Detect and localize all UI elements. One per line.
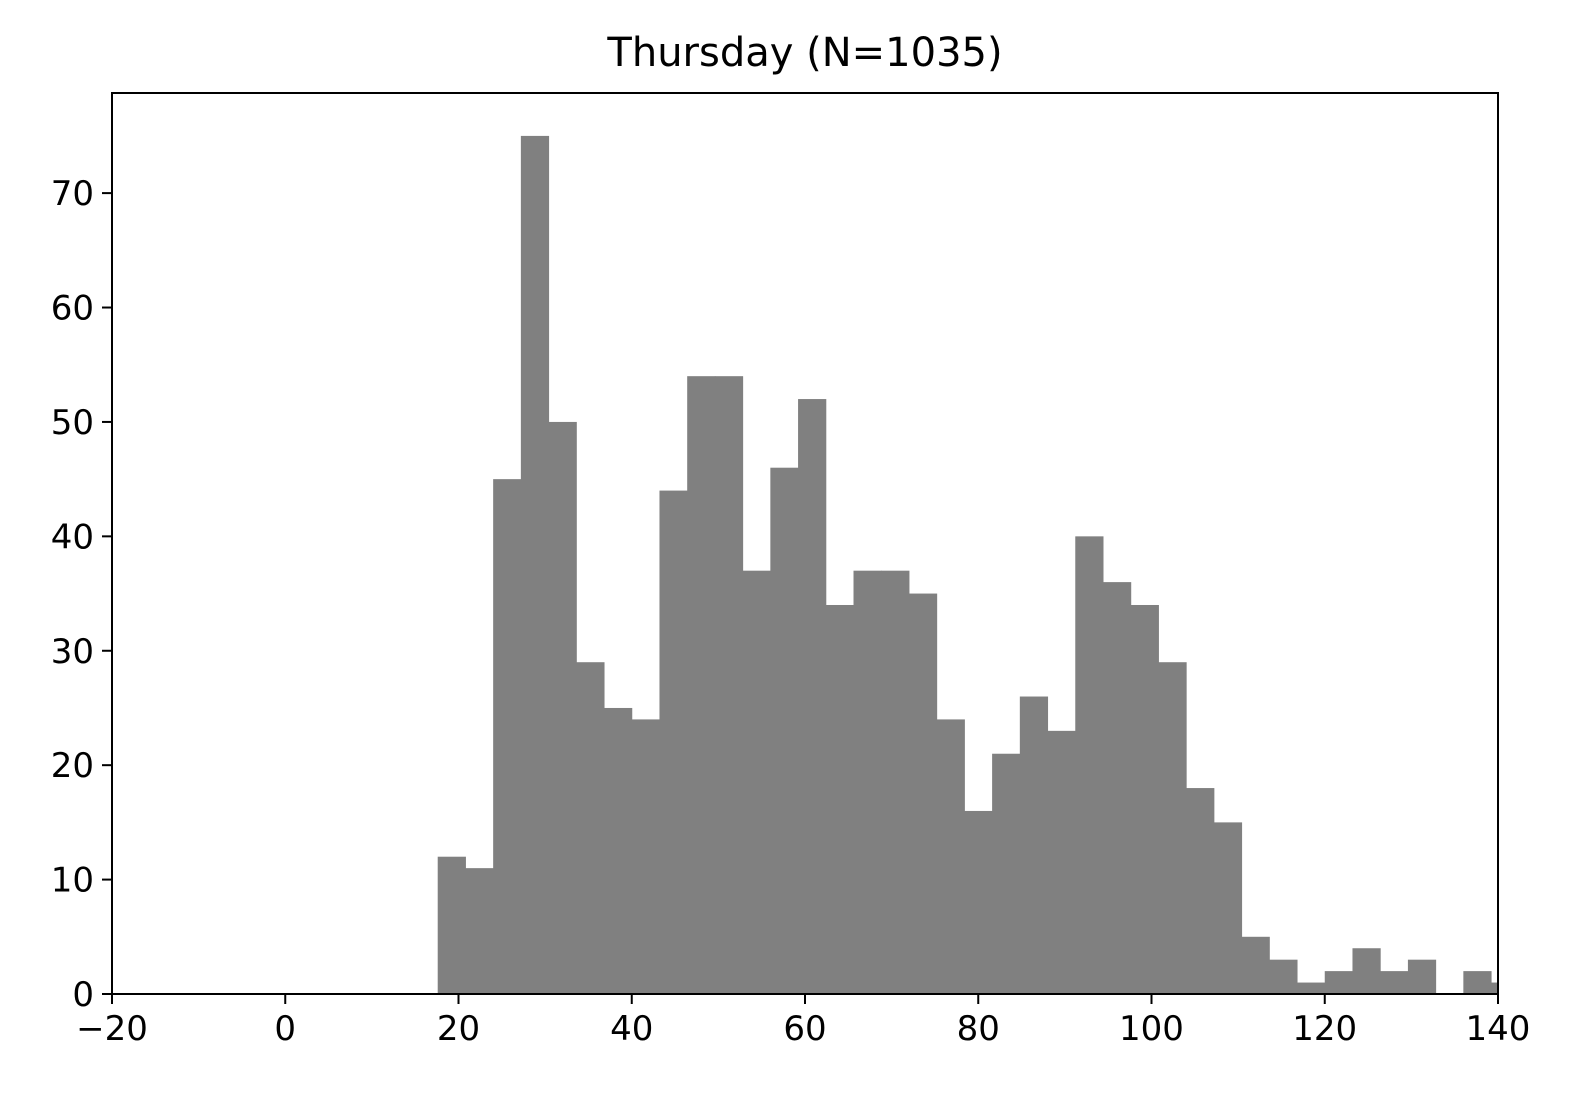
histogram-bar-21 xyxy=(1019,696,1049,994)
histogram-bar-34 xyxy=(1380,971,1409,994)
histogram-bar-6 xyxy=(604,707,633,994)
x-tick-label: 60 xyxy=(783,1009,826,1049)
histogram-bar-11 xyxy=(742,570,771,994)
histogram-bar-37 xyxy=(1463,971,1492,994)
x-tick-label: −20 xyxy=(76,1009,148,1049)
histogram-bar-30 xyxy=(1269,959,1298,994)
histogram-bar-18 xyxy=(936,719,965,994)
histogram-bar-1 xyxy=(465,868,494,994)
histogram-bar-22 xyxy=(1047,730,1076,994)
histogram-bar-19 xyxy=(964,810,993,994)
histogram-bar-33 xyxy=(1352,948,1381,994)
histogram-bar-17 xyxy=(908,593,938,994)
histogram-bar-35 xyxy=(1407,959,1437,994)
histogram-bar-0 xyxy=(437,856,466,994)
histogram-bar-25 xyxy=(1130,604,1159,994)
y-tick-label: 70 xyxy=(51,174,94,214)
histogram-bar-5 xyxy=(576,662,605,994)
histogram-bar-3 xyxy=(520,135,550,994)
histogram-bar-9 xyxy=(687,376,716,994)
x-tick-label: 80 xyxy=(957,1009,1000,1049)
histogram-bar-12 xyxy=(770,467,799,994)
histogram-bar-20 xyxy=(992,753,1021,994)
y-tick-label: 10 xyxy=(51,861,94,901)
y-axis: 0 10 20 30 40 50 60 70 xyxy=(51,174,112,1015)
y-tick-label: 30 xyxy=(51,632,94,672)
x-tick-label: 100 xyxy=(1119,1009,1184,1049)
histogram-bar-38 xyxy=(1491,982,1498,994)
x-axis: −20 0 20 40 60 80 100 120 140 xyxy=(76,994,1530,1049)
x-tick-label: 20 xyxy=(437,1009,480,1049)
histogram-bar-29 xyxy=(1241,936,1270,994)
y-tick-label: 40 xyxy=(51,517,94,557)
x-tick-label: 40 xyxy=(610,1009,653,1049)
histogram-bar-13 xyxy=(798,399,827,994)
y-tick-label: 50 xyxy=(51,403,94,443)
x-tick-label: 0 xyxy=(274,1009,296,1049)
histogram-bar-27 xyxy=(1186,788,1215,994)
y-tick-label: 60 xyxy=(51,289,94,329)
chart-title: Thursday (N=1035) xyxy=(606,30,1002,76)
histogram-bar-32 xyxy=(1324,971,1353,994)
histogram-bars xyxy=(437,135,1498,994)
histogram-bar-4 xyxy=(548,421,577,994)
histogram-bar-8 xyxy=(659,490,688,994)
y-tick-label: 20 xyxy=(51,746,94,786)
histogram-bar-23 xyxy=(1075,536,1104,994)
histogram-bar-28 xyxy=(1213,822,1243,994)
histogram-bar-31 xyxy=(1297,982,1326,994)
histogram-bar-26 xyxy=(1158,662,1187,994)
histogram-bar-10 xyxy=(714,376,744,994)
x-tick-label: 120 xyxy=(1292,1009,1357,1049)
histogram-bar-14 xyxy=(825,604,855,994)
histogram-bar-24 xyxy=(1102,582,1132,994)
histogram-bar-15 xyxy=(853,570,882,994)
histogram-bar-2 xyxy=(493,479,522,994)
histogram-bar-16 xyxy=(881,570,910,994)
histogram-bar-7 xyxy=(631,719,660,994)
y-tick-label: 0 xyxy=(72,975,94,1015)
x-tick-label: 140 xyxy=(1466,1009,1531,1049)
